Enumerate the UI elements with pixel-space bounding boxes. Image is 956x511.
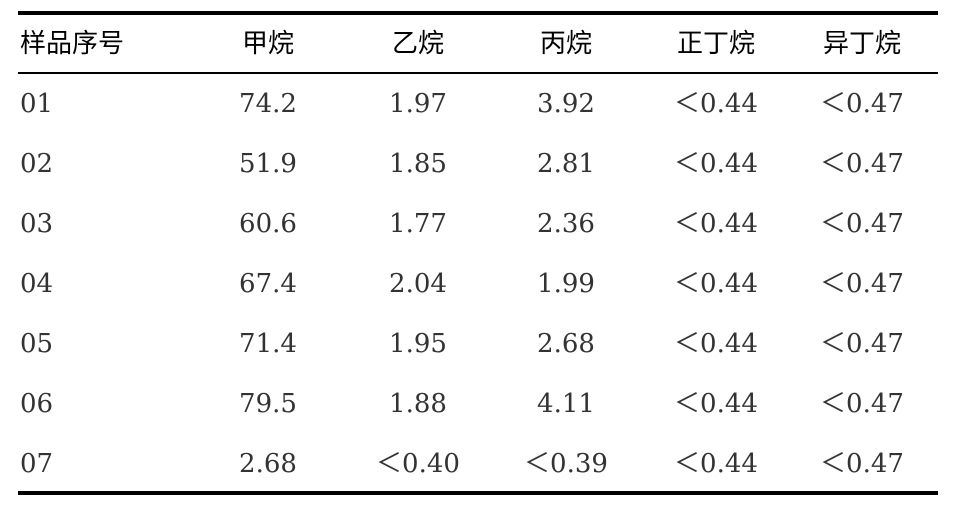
- table-cell: ＜0.40: [376, 449, 460, 479]
- table-cell: 04: [20, 269, 54, 299]
- table-cell: 74.2: [239, 89, 297, 119]
- table-cell: ＜0.44: [674, 449, 758, 479]
- table-cell: 2.36: [537, 209, 595, 239]
- table-cell: ＜0.44: [674, 269, 758, 299]
- table-cell: 07: [20, 449, 54, 479]
- table-cell: 2.04: [389, 269, 447, 299]
- bottom-rule: [18, 491, 938, 495]
- table-cell: 01: [20, 89, 54, 119]
- table-cell: 51.9: [239, 149, 297, 179]
- top-rule: [18, 11, 938, 15]
- table-cell: ＜0.44: [674, 389, 758, 419]
- table-cell: ＜0.44: [674, 209, 758, 239]
- table-cell: 67.4: [239, 269, 297, 299]
- table-cell: 4.11: [537, 389, 595, 419]
- table-cell: ＜0.47: [820, 329, 904, 359]
- table-cell: 3.92: [537, 89, 595, 119]
- table-cell: ＜0.47: [820, 209, 904, 239]
- table-cell: 1.88: [389, 389, 447, 419]
- table-cell: 2.81: [537, 149, 595, 179]
- table-cell: 1.77: [389, 209, 447, 239]
- table-cell: ＜0.47: [820, 449, 904, 479]
- table-cell: 1.99: [537, 269, 595, 299]
- table-cell: 1.97: [389, 89, 447, 119]
- header-rule: [18, 72, 938, 74]
- table-cell: 02: [20, 149, 54, 179]
- table-cell: ＜0.47: [820, 149, 904, 179]
- table-cell: 79.5: [239, 389, 297, 419]
- table-cell: 1.95: [389, 329, 447, 359]
- header-cell: 异丁烷: [822, 29, 901, 59]
- table-cell: ＜0.47: [820, 389, 904, 419]
- table-cell: 06: [20, 389, 54, 419]
- header-cell: 样品序号: [20, 29, 125, 59]
- table-cell: 2.68: [537, 329, 595, 359]
- table-cell: 60.6: [239, 209, 297, 239]
- table-cell: 2.68: [239, 449, 297, 479]
- table-cell: 05: [20, 329, 54, 359]
- table-cell: 1.85: [389, 149, 447, 179]
- table-cell: ＜0.44: [674, 149, 758, 179]
- table-cell: ＜0.47: [820, 89, 904, 119]
- header-cell: 正丁烷: [676, 29, 755, 59]
- header-cell: 丙烷: [539, 29, 592, 59]
- table-cell: ＜0.47: [820, 269, 904, 299]
- table-cell: ＜0.44: [674, 329, 758, 359]
- table-cell: ＜0.44: [674, 89, 758, 119]
- table-cell: 71.4: [239, 329, 297, 359]
- header-cell: 甲烷: [241, 29, 294, 59]
- table-cell: ＜0.39: [524, 449, 608, 479]
- header-cell: 乙烷: [391, 29, 444, 59]
- table-cell: 03: [20, 209, 54, 239]
